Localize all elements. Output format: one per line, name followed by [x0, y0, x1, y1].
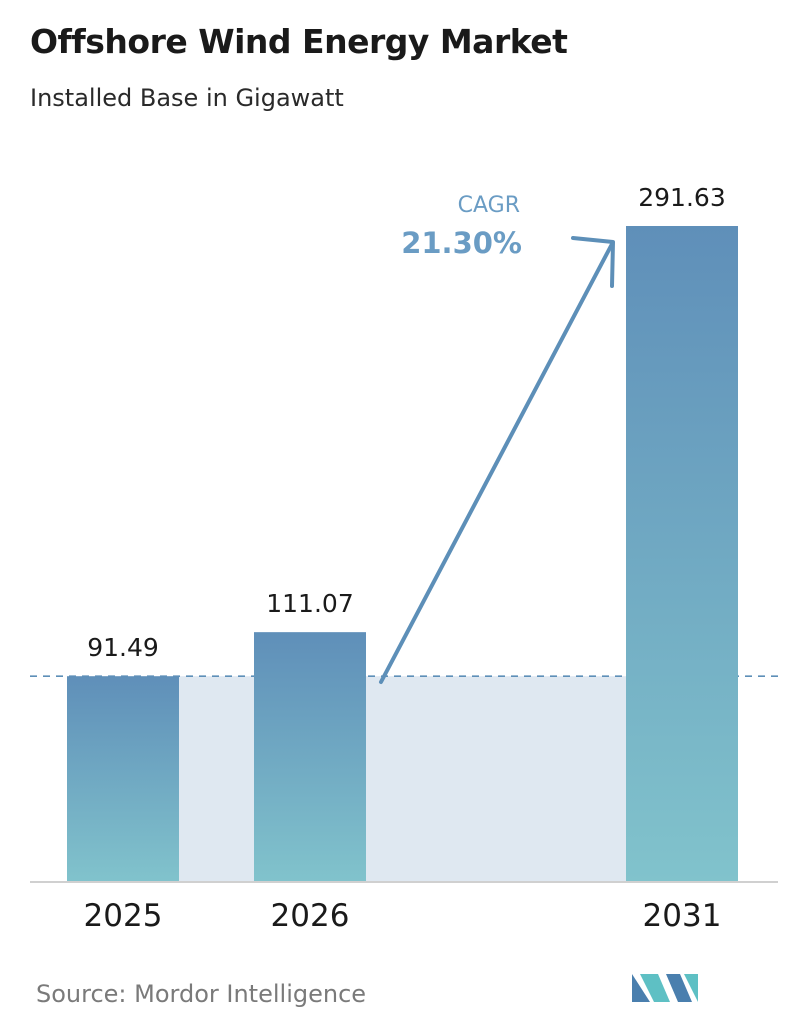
source-note: Source: Mordor Intelligence [36, 980, 367, 1008]
bar-2026 [254, 632, 366, 882]
mordor-intelligence-logo-icon [632, 974, 698, 1002]
bar-layer [67, 226, 738, 882]
bar-chart: 91.49 111.07 291.63 2025 2026 2031 CAGR 21.3… [30, 183, 778, 934]
value-label-2026: 111.07 [266, 589, 353, 618]
value-label-2031: 291.63 [638, 183, 725, 212]
cagr-arrow-head-icon [571, 236, 615, 288]
x-tick-2026: 2026 [271, 898, 350, 934]
x-tick-2025: 2025 [84, 898, 163, 934]
baseline-band-layer [30, 675, 778, 882]
x-tick-layer: 2025 2026 2031 [84, 898, 722, 934]
cagr-label: CAGR [458, 193, 520, 218]
cagr-annotation: CAGR 21.30% [379, 193, 615, 684]
cagr-arrow-icon [379, 242, 614, 684]
bar-2031 [626, 226, 738, 882]
x-tick-2031: 2031 [643, 898, 722, 934]
chart-title: Offshore Wind Energy Market [30, 22, 568, 61]
bar-2025 [67, 676, 179, 882]
value-label-layer: 91.49 111.07 291.63 [87, 183, 726, 662]
value-label-2025: 91.49 [87, 633, 159, 662]
baseline-band [179, 676, 626, 882]
cagr-value: 21.30% [401, 226, 522, 260]
chart-subtitle: Installed Base in Gigawatt [30, 84, 344, 112]
